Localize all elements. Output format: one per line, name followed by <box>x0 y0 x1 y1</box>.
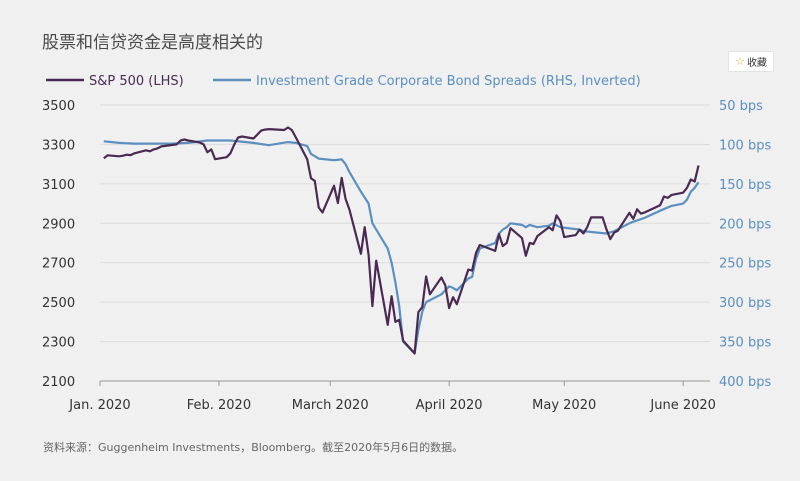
x-tick-label: Jan. 2020 <box>68 398 130 413</box>
left-tick-label: 3100 <box>42 178 75 193</box>
chart: S&P 500 (LHS) Investment Grade Corporate… <box>42 74 771 413</box>
left-axis: 3500 3300 3100 2900 2700 2500 2300 2100 <box>42 99 75 390</box>
legend-label-ig-spreads: Investment Grade Corporate Bond Spreads … <box>256 74 641 89</box>
right-tick-label: 50 bps <box>719 99 763 114</box>
x-tick-label: March 2020 <box>292 398 369 413</box>
source-note: 资料来源：Guggenheim Investments，Bloomberg。截至… <box>43 441 464 454</box>
legend-label-sp500: S&P 500 (LHS) <box>89 74 184 89</box>
series-line-sp500 <box>103 126 700 355</box>
star-icon: ☆ <box>735 55 745 68</box>
right-tick-label: 250 bps <box>719 257 771 272</box>
right-tick-label: 100 bps <box>719 138 771 153</box>
x-tick-label: June 2020 <box>649 398 716 413</box>
x-axis: Jan. 2020 Feb. 2020 March 2020 April 2020 Ma… <box>68 380 716 413</box>
right-tick-label: 150 bps <box>719 178 771 193</box>
left-tick-label: 2900 <box>42 217 75 232</box>
x-tick-label: May 2020 <box>532 398 596 413</box>
x-tick-label: April 2020 <box>416 398 483 413</box>
right-tick-label: 400 bps <box>719 375 771 390</box>
left-tick-label: 2700 <box>42 257 75 272</box>
left-tick-label: 3300 <box>42 138 75 153</box>
right-axis: 50 bps 100 bps 150 bps 200 bps 250 bps 300 bp… <box>719 99 771 390</box>
left-tick-label: 2300 <box>42 336 75 351</box>
x-tick-label: Feb. 2020 <box>187 398 251 413</box>
series-line-ig-spreads <box>103 139 700 355</box>
left-tick-label: 3500 <box>42 99 75 114</box>
favorite-button[interactable]: ☆ 收藏 <box>728 51 774 72</box>
favorite-label: 收藏 <box>746 58 767 69</box>
right-tick-label: 300 bps <box>719 296 771 311</box>
right-tick-label: 350 bps <box>719 336 771 351</box>
right-tick-label: 200 bps <box>719 217 771 232</box>
left-tick-label: 2100 <box>42 375 75 390</box>
series <box>103 126 700 355</box>
page-title: 股票和信贷资金是高度相关的 <box>42 33 263 53</box>
legend: S&P 500 (LHS) Investment Grade Corporate… <box>46 74 641 89</box>
left-tick-label: 2500 <box>42 296 75 311</box>
